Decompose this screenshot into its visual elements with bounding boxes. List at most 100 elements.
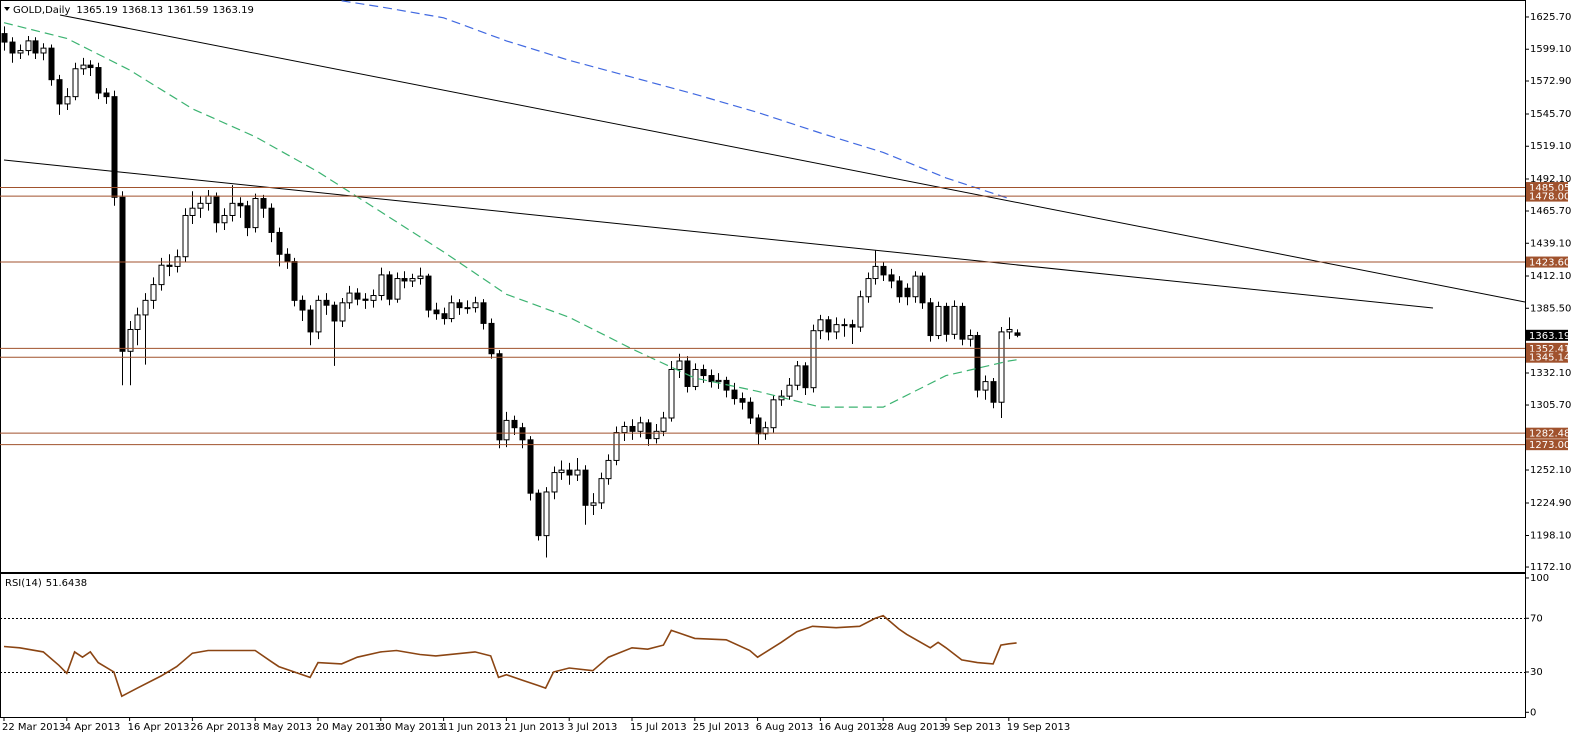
y-tick-label: 1465.70	[1530, 206, 1571, 217]
candle-body	[370, 295, 377, 301]
level-label-box	[1526, 351, 1568, 363]
candle-body	[386, 274, 393, 300]
candle-body	[134, 314, 141, 330]
candle-body	[401, 278, 408, 282]
main-panel	[0, 0, 1526, 573]
x-tick-label: 19 Sep 2013	[1007, 722, 1070, 733]
candle-body	[80, 64, 87, 70]
candle-body	[935, 305, 942, 337]
level-label-box	[1526, 182, 1568, 194]
y-tick-label: 1385.50	[1530, 303, 1571, 314]
candle-body	[817, 319, 824, 332]
candle-body	[299, 299, 306, 311]
level-label-box	[1526, 190, 1568, 202]
candle-body	[260, 198, 267, 209]
candle-body	[496, 353, 503, 441]
level-label: 1352.41	[1529, 344, 1570, 355]
candle-body	[880, 265, 887, 276]
candle-body	[48, 47, 55, 81]
candle-body	[927, 302, 934, 337]
candle-body	[692, 368, 699, 387]
candle-body	[598, 478, 605, 504]
candle-body	[621, 425, 628, 434]
candle-body	[64, 96, 71, 105]
candle-body	[229, 202, 236, 216]
candle-body	[307, 309, 314, 333]
x-tick-label: 16 Apr 2013	[128, 722, 190, 733]
candle-body	[731, 389, 738, 400]
candle-body	[990, 381, 997, 403]
candle-body	[519, 427, 526, 441]
candle-body	[802, 365, 809, 389]
candle-body	[354, 292, 361, 300]
candle-body	[56, 79, 63, 105]
candle-body	[825, 319, 832, 333]
x-tick-label: 16 Aug 2013	[818, 722, 882, 733]
x-tick-label: 9 Sep 2013	[944, 722, 1001, 733]
candle-body	[590, 502, 597, 506]
header-value: 1368.13	[122, 5, 163, 16]
candle-body	[708, 375, 715, 383]
candle-body	[315, 299, 322, 333]
y-tick-label: 1572.90	[1530, 76, 1571, 87]
level-label-box	[1526, 439, 1568, 451]
chart-title: GOLD,Daily	[13, 5, 70, 16]
candle-body	[527, 439, 534, 494]
x-tick-label: 3 Jul 2013	[567, 722, 617, 733]
level-label-box	[1526, 256, 1568, 268]
candle-body	[770, 399, 777, 429]
candle-body	[252, 198, 259, 229]
candle-body	[810, 330, 817, 389]
y-tick-label: 1519.10	[1530, 141, 1571, 152]
candle-body	[896, 280, 903, 298]
candle-body	[40, 47, 47, 54]
candle-body	[1014, 332, 1021, 336]
moving-average	[341, 0, 1009, 200]
candle-body	[747, 401, 754, 419]
candle-body	[653, 430, 660, 440]
candle-body	[511, 419, 518, 429]
trendline	[59, 14, 1525, 303]
candle-body	[166, 264, 173, 267]
candle-body	[127, 328, 134, 352]
candle-body	[205, 195, 212, 204]
y-tick-label: 1625.70	[1530, 12, 1571, 23]
price-box-label: 1363.19	[1529, 331, 1570, 342]
x-tick-label: 22 Mar 2013	[2, 722, 65, 733]
candle-body	[150, 284, 157, 301]
x-tick-label: 26 Apr 2013	[190, 722, 252, 733]
x-tick-label: 4 Apr 2013	[65, 722, 120, 733]
moving-average	[3, 22, 1017, 408]
candle-body	[323, 299, 330, 306]
candle-body	[629, 425, 636, 432]
candle-body	[660, 417, 667, 432]
candle-body	[95, 67, 102, 94]
candle-body	[503, 419, 510, 441]
candle-body	[543, 491, 550, 537]
y-tick-label: 1332.10	[1530, 368, 1571, 379]
trendlines	[3, 14, 1525, 309]
candle-body	[158, 264, 165, 286]
candle-body	[857, 296, 864, 328]
candle-body	[668, 368, 675, 419]
y-tick-label: 1198.10	[1530, 530, 1571, 541]
candle-body	[362, 298, 369, 301]
main-plot	[0, 0, 1525, 558]
candle-body	[974, 335, 981, 391]
candle-body	[605, 459, 612, 480]
candle-body	[865, 278, 872, 298]
candle-body	[291, 261, 298, 301]
candle-body	[786, 384, 793, 397]
candle-body	[676, 360, 683, 370]
menu-arrow	[4, 7, 10, 11]
y-tick-label: 1412.10	[1530, 271, 1571, 282]
candle-body	[268, 207, 275, 233]
y-tick-label: 1224.90	[1530, 498, 1571, 509]
candle-body	[849, 324, 856, 328]
candle-body	[919, 275, 926, 304]
candle-body	[551, 472, 558, 493]
candle-body	[739, 398, 746, 403]
header-value: 1365.19	[76, 5, 117, 16]
level-label: 1478.00	[1529, 192, 1570, 203]
